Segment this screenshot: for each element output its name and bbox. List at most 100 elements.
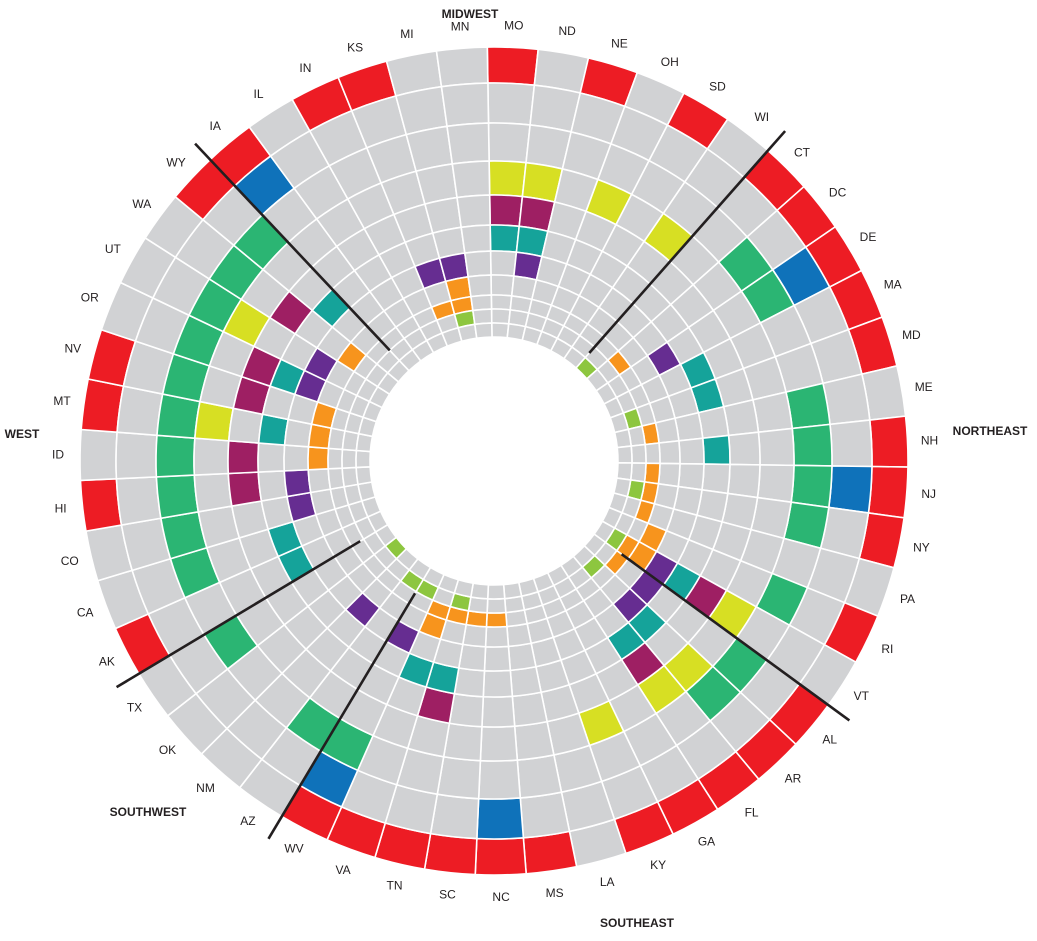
cell-mo-ring-10 (490, 322, 510, 339)
state-label-nm: NM (196, 781, 215, 795)
state-label-mo: MO (504, 18, 523, 32)
state-label-tn: TN (387, 879, 403, 893)
cell-ms-ring-5 (509, 665, 543, 698)
cell-id-ring-9 (341, 448, 358, 469)
cell-me-ring-3 (751, 391, 794, 434)
cell-id-ring-4 (227, 439, 260, 475)
region-label-southwest: SOUTHWEST (110, 805, 187, 819)
cell-ms-ring-1 (519, 791, 571, 839)
cell-ms-ring-4 (511, 691, 549, 728)
region-divider-2 (267, 592, 417, 840)
region-label-west: WEST (5, 427, 40, 441)
cell-nh-ring-9 (630, 443, 647, 465)
cell-nh-ring-8 (644, 442, 661, 465)
cell-sc-ring-5 (453, 667, 486, 698)
cell-me-ring-4 (722, 398, 760, 437)
state-label-ms: MS (546, 886, 564, 900)
region-label-northeast: NORTHEAST (953, 424, 1028, 438)
cell-mo-ring-2 (487, 122, 531, 164)
cell-nh-ring-3 (757, 427, 795, 467)
cell-hi-ring-5 (257, 470, 288, 502)
state-label-ma: MA (884, 278, 902, 292)
region-divider-1 (620, 553, 851, 722)
cell-mo-ring-9 (490, 308, 512, 325)
cell-nj-ring-2 (790, 464, 833, 509)
state-label-wv: WV (284, 841, 303, 855)
state-label-hi: HI (55, 501, 67, 515)
state-label-ia: IA (210, 119, 221, 133)
region-label-southeast: SOUTHEAST (600, 916, 675, 930)
cell-ms-ring-10 (502, 581, 523, 600)
cell-hi-ring-7 (307, 467, 332, 494)
state-label-il: IL (253, 87, 263, 101)
region-divider-4 (194, 142, 391, 352)
cell-nc-ring-8 (485, 611, 508, 628)
state-label-wa: WA (132, 197, 151, 211)
cell-nh-ring-10 (616, 445, 633, 464)
state-label-va: VA (336, 863, 351, 877)
cell-sc-ring-1 (429, 793, 480, 840)
state-label-md: MD (902, 328, 921, 342)
cell-nc-ring-5 (482, 669, 514, 698)
cell-nh-ring-5 (701, 434, 731, 466)
state-label-in: IN (299, 61, 311, 75)
cell-mo-ring-3 (488, 160, 527, 198)
cell-mo-ring-0 (486, 46, 540, 87)
cell-mn-ring-3 (451, 160, 491, 199)
cell-me-ring-10 (613, 428, 633, 449)
cell-id-ring-6 (283, 444, 310, 472)
state-label-az: AZ (240, 814, 255, 828)
cell-mn-ring-2 (446, 122, 490, 165)
cell-me-ring-2 (785, 382, 831, 430)
cell-id-ring-0 (79, 428, 118, 482)
state-label-sc: SC (439, 888, 456, 902)
cell-nh-ring-2 (791, 423, 833, 467)
cell-nh-ring-0 (868, 415, 909, 468)
cell-nj-ring-0 (867, 465, 909, 519)
cell-ms-ring-3 (513, 720, 555, 761)
state-label-nh: NH (921, 434, 938, 448)
state-label-ct: CT (794, 145, 811, 159)
state-label-dc: DC (829, 186, 847, 200)
region-labels: MIDWEST NORTHEAST SOUTHEAST SOUTHWEST WEST (5, 7, 1028, 930)
cell-nh-ring-7 (658, 439, 681, 465)
cell-nj-ring-9 (629, 462, 647, 483)
state-labels: MO ND NE OH SD WI CT DC DE MA MD ME NH NJ NY PA RI VT AL AR… (52, 18, 938, 904)
cell-id-ring-8 (327, 447, 344, 470)
state-label-mn: MN (451, 19, 470, 33)
state-label-ny: NY (913, 540, 930, 554)
state-label-id: ID (52, 448, 64, 462)
cell-mn-ring-10 (473, 322, 493, 340)
state-label-la: LA (600, 875, 615, 889)
cell-sc-ring-3 (442, 722, 483, 762)
state-label-oh: OH (661, 55, 679, 69)
cell-hi-ring-3 (193, 472, 233, 513)
cell-mo-ring-8 (490, 294, 513, 311)
state-label-ak: AK (99, 655, 115, 669)
cell-mt-ring-1 (116, 385, 164, 437)
cell-hi-ring-2 (155, 474, 200, 520)
state-label-ri: RI (881, 642, 893, 656)
cell-nj-ring-7 (657, 462, 681, 488)
cell-hi-ring-10 (355, 465, 373, 486)
cell-nc-ring-1 (476, 797, 525, 840)
cell-mo-ring-4 (488, 194, 524, 228)
cell-nj-ring-3 (756, 464, 795, 504)
cell-hi-ring-6 (283, 468, 312, 498)
cell-mn-ring-4 (456, 194, 491, 229)
cell-nh-ring-1 (829, 419, 873, 468)
cell-mo-ring-1 (487, 82, 536, 126)
state-label-nd: ND (559, 24, 577, 38)
cell-nc-ring-0 (474, 836, 528, 876)
state-label-sd: SD (709, 80, 726, 94)
cell-nh-ring-4 (727, 431, 761, 466)
cells-layer (79, 46, 909, 876)
cell-mo-ring-5 (489, 224, 521, 254)
cell-ms-ring-7 (506, 622, 533, 648)
cell-id-ring-5 (257, 442, 286, 473)
cell-nc-ring-9 (486, 597, 507, 614)
cell-nj-ring-6 (677, 462, 705, 491)
state-label-pa: PA (900, 592, 915, 606)
